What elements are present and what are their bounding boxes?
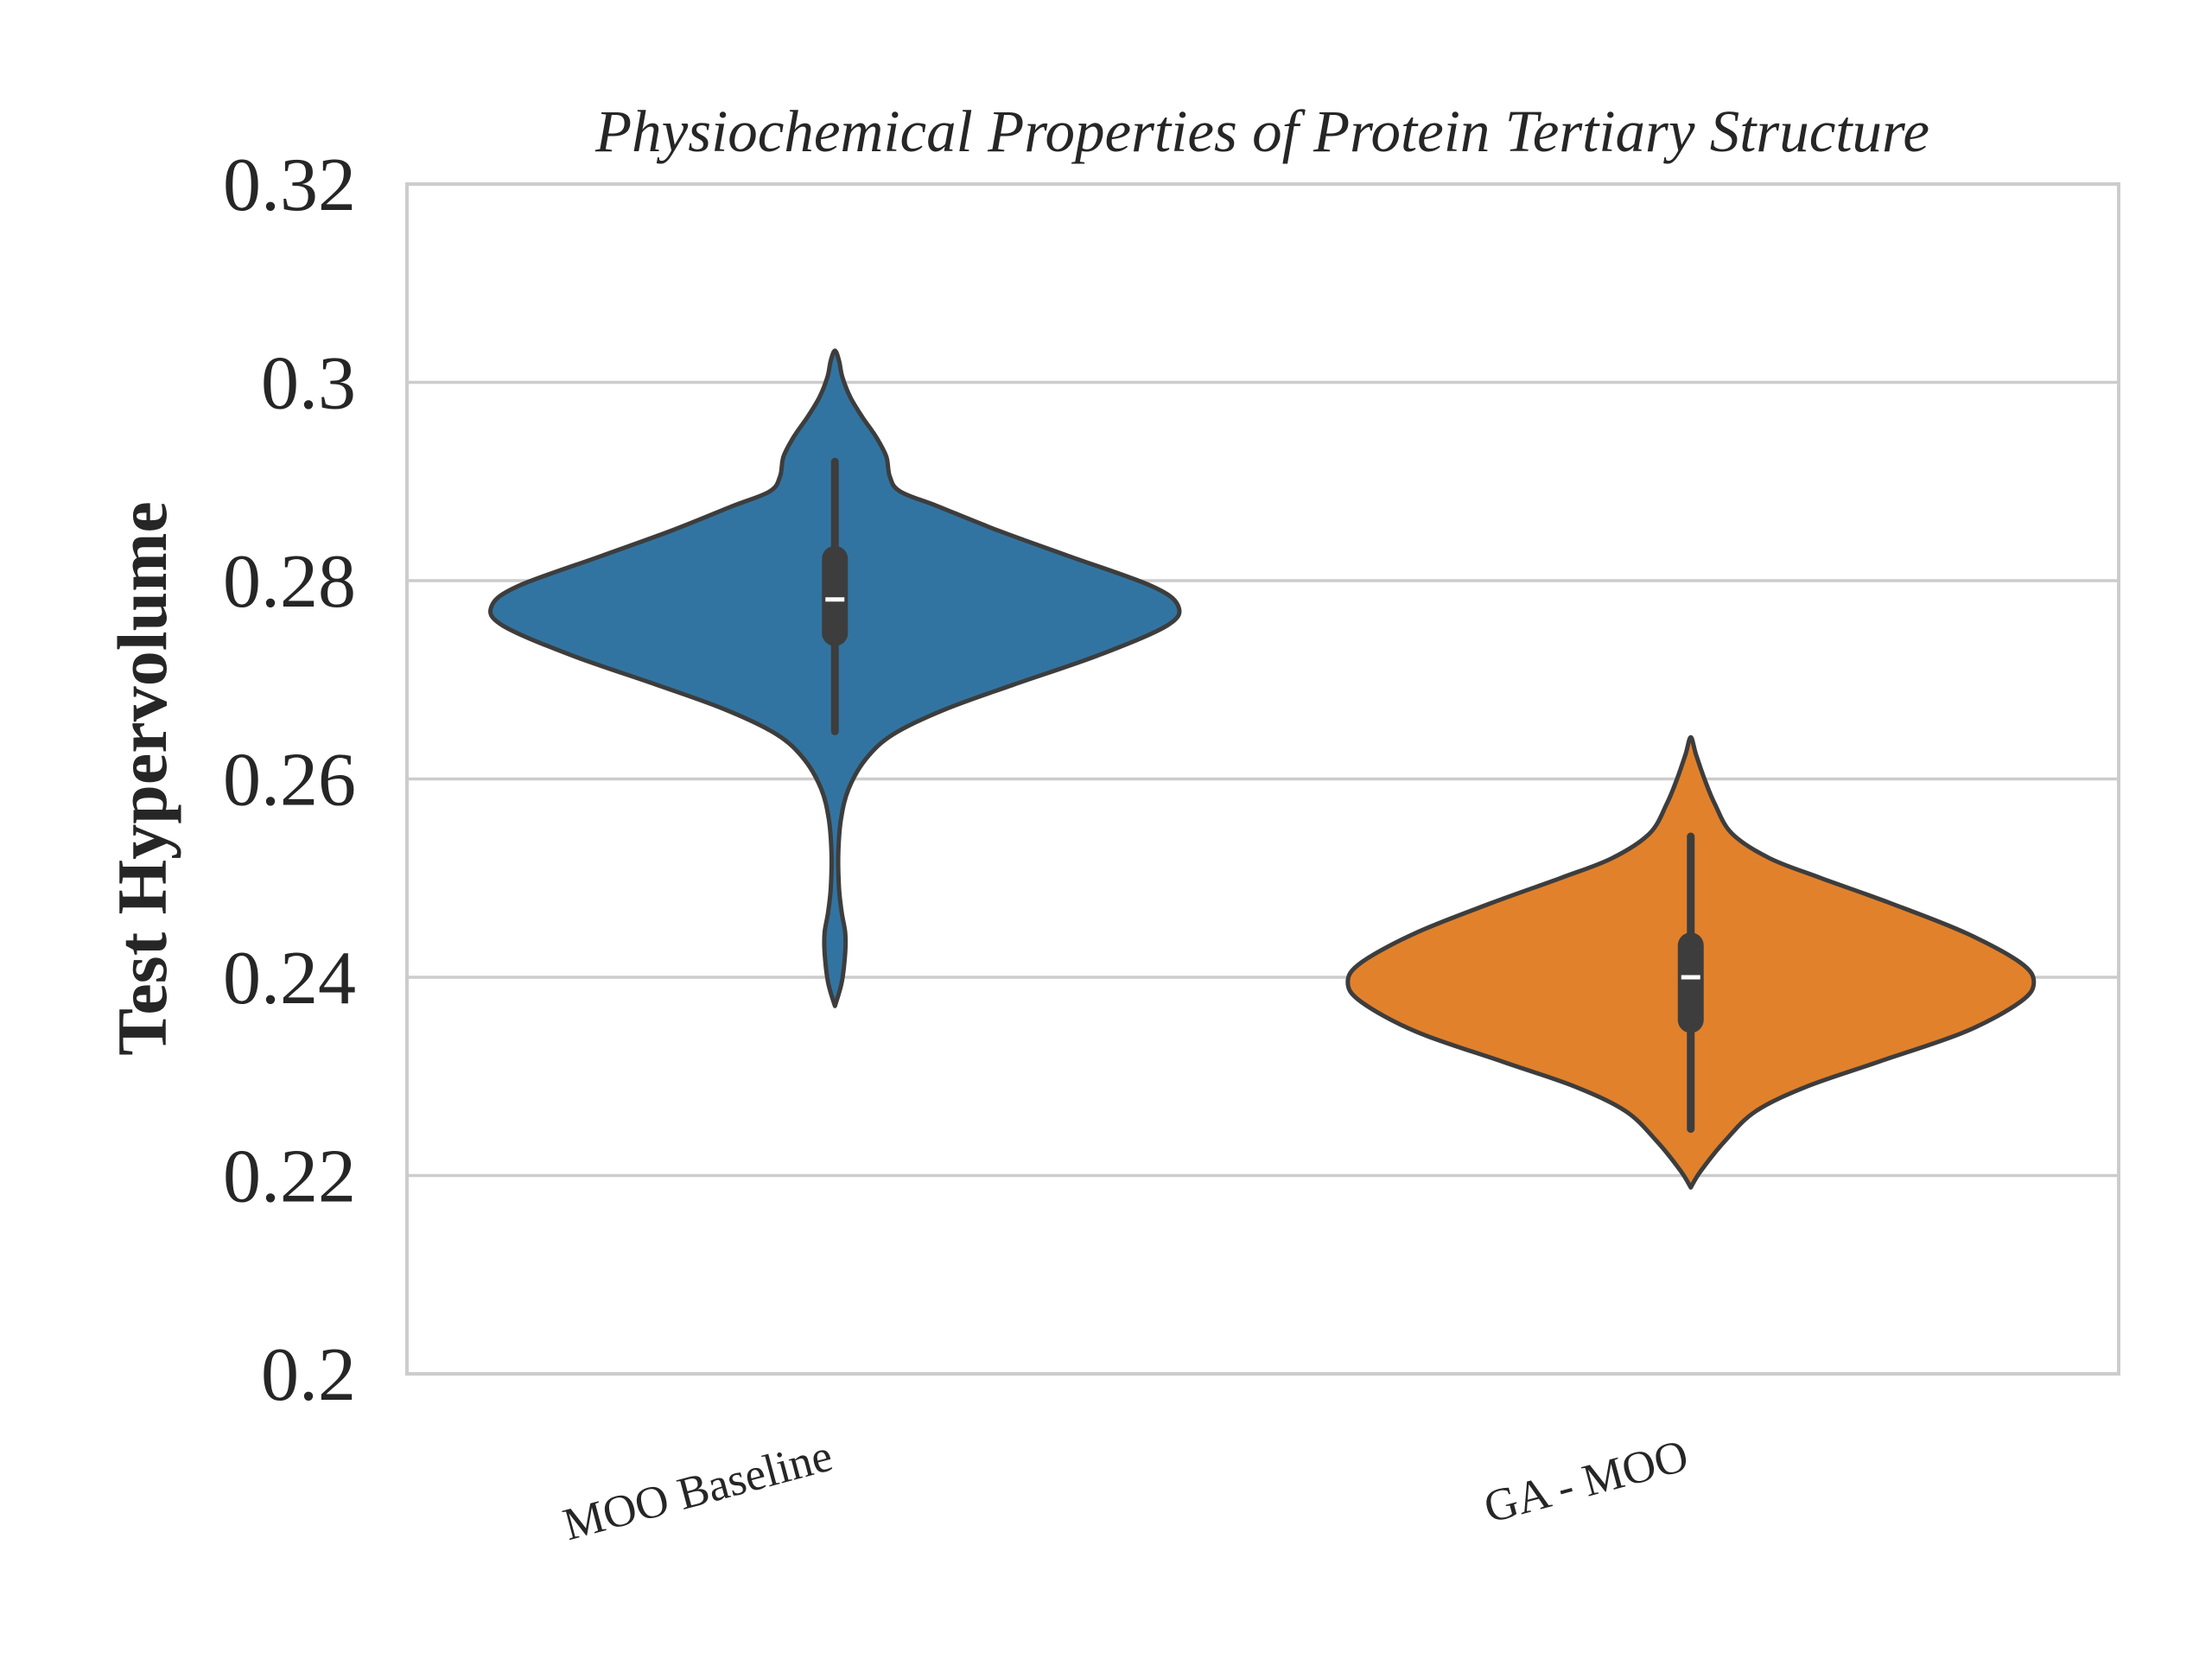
y-tick-label: 0.2	[261, 1333, 356, 1417]
plot-frame	[405, 182, 2120, 1376]
y-tick-label: 0.22	[223, 1135, 356, 1219]
y-tick-label: 0.24	[223, 937, 356, 1020]
y-tick-labels: 0.2 0.22 0.24 0.26 0.28 0.3 0.32	[223, 143, 356, 1417]
y-tick-label: 0.28	[223, 540, 356, 624]
violins	[488, 348, 2037, 1190]
y-tick-label: 0.26	[223, 739, 356, 823]
y-axis-label: Test Hypervolume	[103, 501, 181, 1056]
y-tick-label: 0.3	[261, 342, 356, 426]
y-tick-label: 0.32	[223, 143, 356, 227]
chart-title: Physiochemical Properties of Protein Ter…	[594, 99, 1929, 164]
